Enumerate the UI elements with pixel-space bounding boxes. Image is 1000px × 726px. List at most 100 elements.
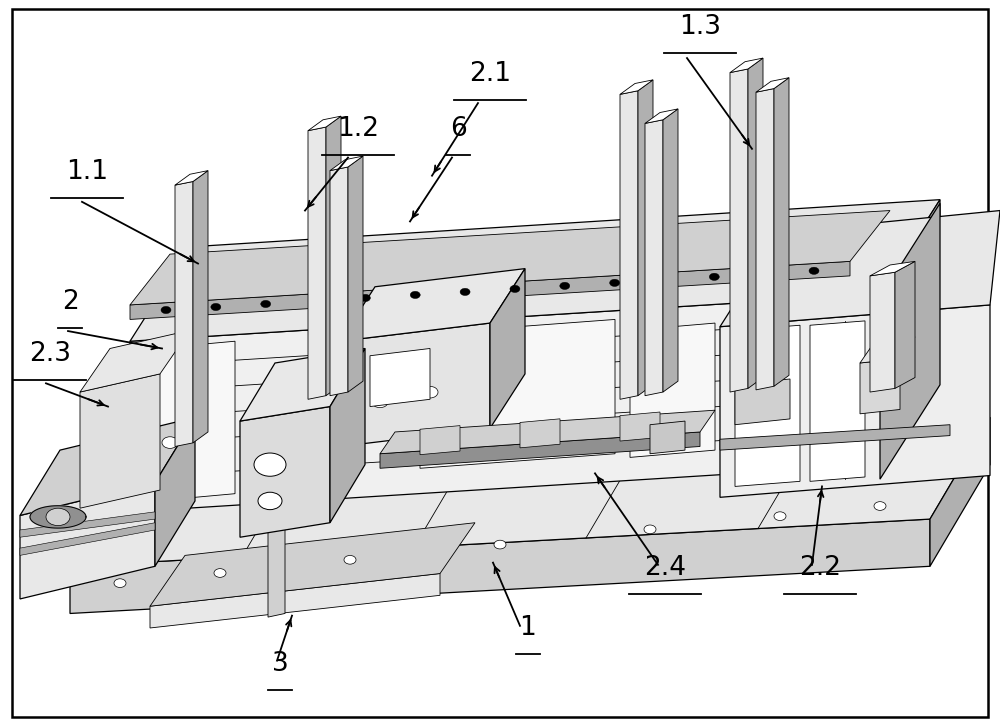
- Polygon shape: [308, 127, 326, 399]
- Polygon shape: [155, 417, 195, 566]
- Circle shape: [252, 420, 268, 431]
- Circle shape: [494, 540, 506, 549]
- Circle shape: [610, 280, 620, 287]
- Polygon shape: [340, 269, 525, 341]
- Polygon shape: [80, 330, 190, 392]
- Polygon shape: [380, 410, 715, 454]
- Polygon shape: [150, 574, 440, 628]
- Polygon shape: [730, 69, 748, 392]
- Circle shape: [214, 568, 226, 577]
- Polygon shape: [870, 261, 915, 276]
- Polygon shape: [20, 483, 155, 599]
- Polygon shape: [330, 167, 348, 396]
- Polygon shape: [80, 374, 160, 508]
- Polygon shape: [150, 523, 475, 606]
- Polygon shape: [130, 200, 940, 341]
- Circle shape: [422, 386, 438, 398]
- Polygon shape: [348, 156, 363, 392]
- Polygon shape: [880, 200, 940, 465]
- Text: 2: 2: [62, 289, 78, 315]
- Polygon shape: [268, 526, 285, 617]
- Circle shape: [874, 502, 886, 510]
- Polygon shape: [520, 419, 560, 448]
- Polygon shape: [380, 432, 700, 468]
- Polygon shape: [720, 211, 1000, 327]
- Polygon shape: [420, 319, 615, 468]
- Polygon shape: [638, 80, 653, 396]
- Polygon shape: [193, 171, 208, 443]
- Polygon shape: [810, 321, 865, 481]
- Circle shape: [360, 294, 370, 301]
- Polygon shape: [860, 359, 900, 414]
- Polygon shape: [340, 323, 490, 446]
- Polygon shape: [630, 323, 715, 457]
- Polygon shape: [326, 116, 341, 396]
- Polygon shape: [330, 156, 363, 171]
- Polygon shape: [930, 417, 990, 566]
- Polygon shape: [650, 421, 685, 454]
- Polygon shape: [130, 294, 880, 512]
- Circle shape: [162, 437, 178, 449]
- Circle shape: [46, 508, 70, 526]
- Polygon shape: [774, 78, 789, 386]
- Polygon shape: [20, 417, 195, 515]
- Circle shape: [560, 282, 570, 290]
- Polygon shape: [756, 78, 789, 92]
- Text: 1.3: 1.3: [679, 14, 721, 40]
- Polygon shape: [370, 348, 430, 407]
- Polygon shape: [620, 412, 660, 441]
- Polygon shape: [175, 171, 208, 185]
- Circle shape: [372, 396, 388, 408]
- Polygon shape: [420, 425, 460, 454]
- Polygon shape: [130, 261, 850, 319]
- Polygon shape: [645, 109, 678, 123]
- Polygon shape: [620, 91, 638, 399]
- Text: 3: 3: [272, 650, 288, 677]
- Polygon shape: [880, 203, 940, 479]
- Polygon shape: [735, 379, 790, 425]
- Circle shape: [510, 285, 520, 293]
- Text: 1.2: 1.2: [337, 115, 379, 142]
- Polygon shape: [240, 348, 365, 421]
- Polygon shape: [748, 58, 763, 388]
- Text: 2.1: 2.1: [469, 61, 511, 87]
- Text: 6: 6: [450, 115, 466, 142]
- Circle shape: [261, 301, 271, 308]
- Text: 2.2: 2.2: [799, 555, 841, 581]
- Polygon shape: [895, 261, 915, 388]
- Circle shape: [460, 288, 470, 295]
- Circle shape: [211, 303, 221, 311]
- Circle shape: [644, 525, 656, 534]
- Circle shape: [258, 492, 282, 510]
- Polygon shape: [70, 417, 990, 566]
- Text: 2.3: 2.3: [29, 340, 71, 367]
- Polygon shape: [860, 337, 915, 363]
- Polygon shape: [720, 305, 990, 497]
- Circle shape: [311, 298, 321, 305]
- Polygon shape: [645, 120, 663, 396]
- Polygon shape: [240, 407, 330, 537]
- Circle shape: [161, 306, 171, 314]
- Polygon shape: [490, 269, 525, 428]
- Polygon shape: [330, 348, 365, 523]
- Text: 2.4: 2.4: [644, 555, 686, 581]
- Polygon shape: [620, 80, 653, 94]
- Polygon shape: [70, 519, 930, 613]
- Circle shape: [659, 276, 669, 283]
- Circle shape: [774, 512, 786, 521]
- Polygon shape: [155, 341, 235, 501]
- Polygon shape: [20, 512, 155, 537]
- Polygon shape: [735, 325, 800, 486]
- Circle shape: [759, 270, 769, 277]
- Circle shape: [709, 273, 719, 280]
- Polygon shape: [870, 272, 895, 392]
- Polygon shape: [175, 182, 193, 446]
- Polygon shape: [20, 523, 155, 555]
- Text: 1.1: 1.1: [66, 159, 108, 185]
- Polygon shape: [308, 116, 341, 131]
- Circle shape: [344, 555, 356, 564]
- Circle shape: [410, 291, 420, 298]
- Circle shape: [254, 453, 286, 476]
- Polygon shape: [663, 109, 678, 392]
- Polygon shape: [30, 506, 86, 528]
